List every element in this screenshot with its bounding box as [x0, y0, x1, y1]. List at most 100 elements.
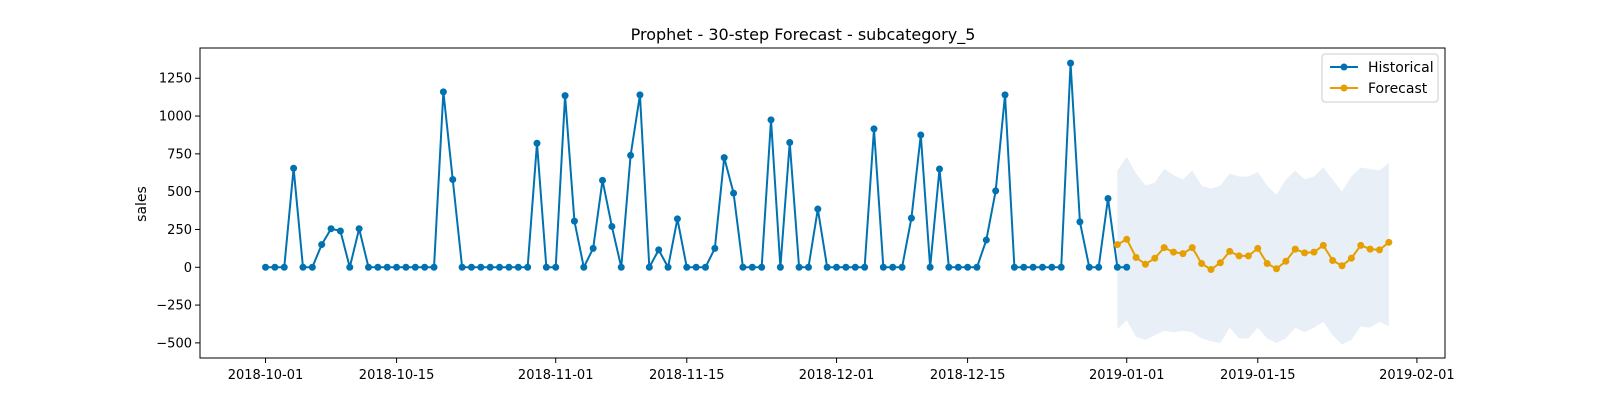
historical-point — [580, 263, 588, 271]
historical-point — [1001, 91, 1009, 99]
historical-point — [936, 165, 944, 173]
historical-point — [346, 263, 354, 271]
historical-point — [823, 263, 831, 271]
forecast-point — [1123, 235, 1131, 243]
historical-point — [889, 263, 897, 271]
forecast-point — [1385, 238, 1393, 246]
historical-point — [898, 263, 906, 271]
y-axis: −500 −250 0 250 500 750 1000 1250 — [156, 72, 200, 351]
historical-point — [1104, 194, 1112, 202]
historical-point — [271, 263, 279, 271]
historical-point — [1020, 263, 1028, 271]
x-tick-label: 2018-12-15 — [930, 368, 1006, 383]
forecast-point — [1319, 241, 1327, 249]
historical-point — [730, 189, 738, 197]
historical-point — [1085, 263, 1093, 271]
forecast-point — [1329, 256, 1337, 264]
historical-point — [364, 263, 372, 271]
historical-point — [870, 125, 878, 133]
historical-point — [636, 91, 644, 99]
historical-point — [1067, 59, 1075, 67]
historical-point — [907, 214, 915, 222]
x-tick-label: 2018-11-01 — [518, 368, 594, 383]
plot-area — [199, 47, 1446, 359]
x-axis: 2018-10-01 2018-10-15 2018-11-01 2018-11-15… — [228, 358, 1455, 383]
historical-point — [1123, 263, 1131, 271]
historical-point — [655, 246, 663, 254]
historical-point — [748, 263, 756, 271]
historical-point — [1010, 263, 1018, 271]
historical-point — [964, 263, 972, 271]
historical-point — [542, 263, 550, 271]
historical-point — [617, 263, 625, 271]
forecast-point — [1132, 253, 1140, 261]
forecast-point — [1151, 254, 1159, 262]
historical-point — [552, 263, 560, 271]
forecast-point — [1310, 248, 1318, 256]
historical-point — [1029, 263, 1037, 271]
historical-point — [973, 263, 981, 271]
x-tick-label: 2018-10-15 — [359, 368, 435, 383]
y-tick-label: −250 — [156, 299, 192, 314]
historical-point — [1057, 263, 1065, 271]
x-tick-label: 2018-10-01 — [228, 368, 304, 383]
historical-point — [673, 215, 681, 223]
historical-point — [290, 164, 298, 172]
historical-point — [1076, 218, 1084, 226]
historical-point — [1113, 263, 1121, 271]
chart-title: Prophet - 30-step Forecast - subcategory… — [631, 25, 976, 45]
historical-point — [299, 263, 307, 271]
y-tick-label: 1000 — [159, 110, 192, 125]
historical-point — [561, 92, 569, 100]
x-tick-label: 2019-01-01 — [1089, 368, 1165, 383]
y-tick-label: 1250 — [159, 72, 192, 87]
historical-point — [458, 263, 466, 271]
x-tick-label: 2019-01-15 — [1220, 368, 1296, 383]
y-axis-title: sales — [134, 186, 150, 222]
historical-point — [336, 227, 344, 235]
historical-point — [786, 139, 794, 147]
historical-point — [954, 263, 962, 271]
historical-point — [720, 154, 728, 162]
historical-point — [430, 263, 438, 271]
historical-point — [570, 217, 578, 225]
historical-point — [533, 139, 541, 147]
historical-point — [421, 263, 429, 271]
forecast-point — [1291, 245, 1299, 253]
historical-point — [411, 263, 419, 271]
historical-point — [851, 263, 859, 271]
historical-point — [814, 205, 822, 213]
historical-point — [645, 263, 653, 271]
historical-point — [402, 263, 410, 271]
historical-point — [262, 263, 270, 271]
uncertainty-band — [1117, 156, 1389, 345]
historical-point — [627, 151, 635, 159]
forecast-point — [1244, 252, 1252, 260]
forecast-point — [1216, 259, 1224, 267]
historical-point — [758, 263, 766, 271]
forecast-point — [1113, 241, 1121, 249]
historical-point — [926, 263, 934, 271]
historical-point — [514, 263, 522, 271]
interval-layer — [1117, 156, 1389, 345]
y-tick-label: 750 — [167, 147, 192, 162]
historical-point — [701, 263, 709, 271]
forecast-point — [1338, 262, 1346, 270]
historical-point — [1048, 263, 1056, 271]
historical-point — [711, 244, 719, 252]
x-tick-label: 2018-11-15 — [649, 368, 725, 383]
historical-point — [439, 88, 447, 96]
historical-point — [804, 263, 812, 271]
historical-point — [308, 263, 316, 271]
forecast-point — [1263, 259, 1271, 267]
historical-point — [374, 263, 382, 271]
legend-label-forecast: Forecast — [1368, 81, 1428, 97]
historical-point — [795, 263, 803, 271]
historical-point — [776, 263, 784, 271]
forecast-point — [1375, 246, 1383, 254]
historical-point — [833, 263, 841, 271]
historical-point — [467, 263, 475, 271]
historical-point — [486, 263, 494, 271]
historical-point — [393, 263, 401, 271]
